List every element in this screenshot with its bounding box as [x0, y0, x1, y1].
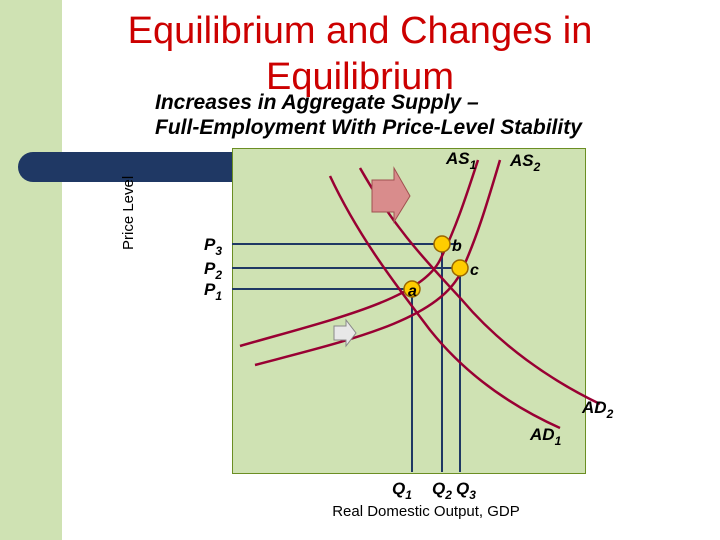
ad2-label: AD2	[581, 398, 614, 421]
point-b-label: b	[452, 238, 462, 255]
sidebar-decoration	[0, 0, 62, 540]
point-a-marker	[403, 280, 421, 298]
q2-label: Q2	[432, 479, 452, 502]
title-line-2: Equilibrium	[266, 56, 454, 98]
point-c-marker	[451, 259, 469, 277]
as1-curve	[239, 159, 480, 348]
slide-title: Equilibrium and Changes in Equilibrium	[0, 8, 720, 100]
p3-label: P3	[204, 235, 222, 258]
point-c-label: c	[470, 262, 479, 279]
q1-label: Q1	[392, 479, 412, 502]
q3-label: Q3	[456, 479, 476, 502]
point-b-marker	[433, 235, 451, 253]
ad-shift-arrow	[333, 318, 357, 348]
as2-curve	[254, 159, 502, 367]
as2-label: AS2	[509, 151, 541, 174]
plot-area	[232, 148, 586, 474]
title-line-1: Equilibrium and Changes in	[127, 10, 593, 52]
subtitle-line-1: Increases in Aggregate Supply –	[155, 91, 479, 114]
subtitle-line-2: Full-Employment With Price-Level Stabili…	[155, 116, 582, 139]
p2-label: P2	[204, 259, 222, 282]
point-a-label: a	[408, 283, 417, 300]
x-axis-label: Real Domestic Output, GDP	[332, 503, 520, 520]
ad1-curve	[328, 175, 561, 430]
slide-subtitle: Increases in Aggregate Supply – Full-Emp…	[155, 90, 582, 140]
as-shift-arrow	[371, 166, 411, 224]
p1-label: P1	[204, 280, 222, 303]
ad1-label: AD1	[529, 425, 562, 448]
as1-label: AS1	[445, 149, 477, 172]
